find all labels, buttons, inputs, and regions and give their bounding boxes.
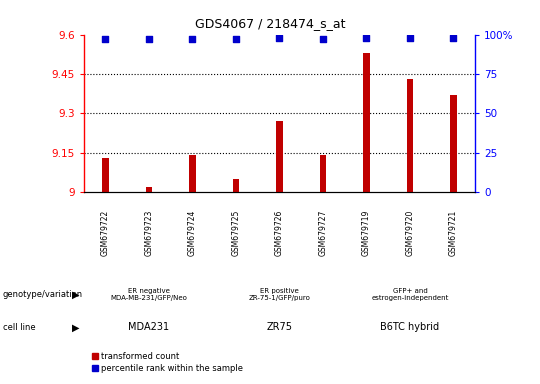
- Bar: [146, 187, 152, 192]
- Bar: [450, 95, 457, 192]
- Bar: [233, 179, 239, 192]
- Bar: [363, 53, 370, 192]
- Point: [275, 35, 284, 41]
- Legend: transformed count, percentile rank within the sample: transformed count, percentile rank withi…: [88, 349, 247, 376]
- Text: ER negative
MDA-MB-231/GFP/Neo: ER negative MDA-MB-231/GFP/Neo: [111, 288, 187, 301]
- Text: ZR75: ZR75: [266, 322, 293, 333]
- Text: GSM679720: GSM679720: [406, 210, 415, 257]
- Bar: [407, 79, 413, 192]
- Bar: [102, 158, 109, 192]
- Text: GSM679724: GSM679724: [188, 210, 197, 257]
- Point: [362, 35, 371, 41]
- Text: GSM679725: GSM679725: [232, 210, 240, 257]
- Text: GFP+ and
estrogen-independent: GFP+ and estrogen-independent: [372, 288, 449, 301]
- Point: [232, 36, 240, 42]
- Text: GSM679722: GSM679722: [101, 210, 110, 257]
- Text: MDA231: MDA231: [129, 322, 170, 333]
- Bar: [189, 155, 195, 192]
- Text: B6TC hybrid: B6TC hybrid: [380, 322, 440, 333]
- Text: GSM679721: GSM679721: [449, 210, 458, 257]
- Point: [188, 36, 197, 42]
- Bar: [276, 121, 283, 192]
- Text: GSM679727: GSM679727: [319, 210, 327, 257]
- Text: GDS4067 / 218474_s_at: GDS4067 / 218474_s_at: [195, 17, 345, 30]
- Text: cell line: cell line: [3, 323, 35, 332]
- Text: genotype/variation: genotype/variation: [3, 290, 83, 299]
- Text: GSM679719: GSM679719: [362, 210, 371, 257]
- Text: GSM679723: GSM679723: [145, 210, 153, 257]
- Point: [449, 35, 458, 41]
- Point: [101, 36, 110, 42]
- Bar: [320, 155, 326, 192]
- Text: ER positive
ZR-75-1/GFP/puro: ER positive ZR-75-1/GFP/puro: [248, 288, 310, 301]
- Point: [145, 36, 153, 42]
- Point: [319, 36, 327, 42]
- Text: ▶: ▶: [72, 290, 80, 300]
- Text: GSM679726: GSM679726: [275, 210, 284, 257]
- Text: ▶: ▶: [72, 322, 80, 333]
- Point: [406, 35, 414, 41]
